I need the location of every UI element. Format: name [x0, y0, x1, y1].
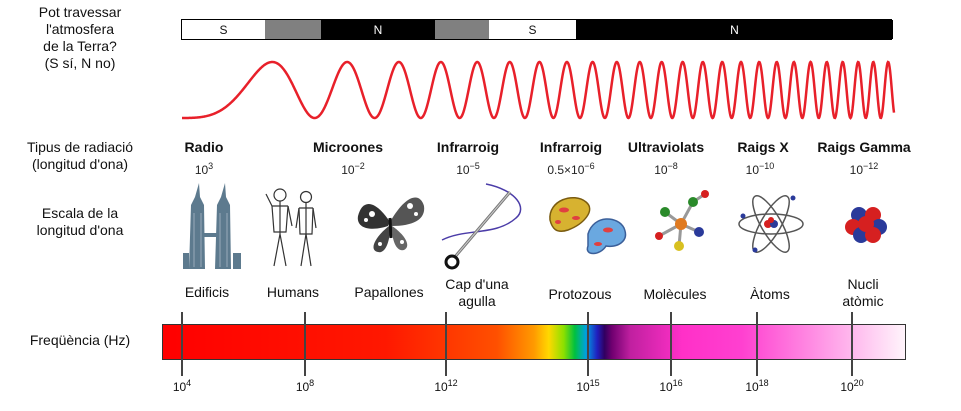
wavelength-exponent: −8 [667, 161, 678, 171]
tick-line [304, 312, 306, 376]
frequency-base: 10 [295, 380, 310, 394]
atom-icon [738, 195, 804, 253]
radiation-type-label: Tipus de radiació (longitud d'ona) [26, 139, 134, 172]
object-label-atoms: Àtoms [750, 286, 790, 302]
band-name-xrays: Raigs X [737, 139, 789, 155]
frequency-base: 10 [659, 380, 673, 394]
wavelength-exponent: −6 [584, 161, 595, 171]
frequency-exponent: 18 [758, 378, 769, 388]
wavelength-infrared-2: 0.5×10−6 [516, 161, 626, 177]
frequency-tick-label: 1015 [558, 378, 618, 394]
tick-line [756, 312, 758, 376]
wave-graphic [182, 60, 896, 120]
frequency-base: 10 [576, 380, 590, 394]
wavelength-base: 10 [654, 163, 668, 177]
humans-icon [265, 188, 317, 267]
object-label-protozoa: Protozous [548, 286, 612, 302]
wavelength-microwave: 10−2 [298, 161, 408, 177]
object-label-humans: Humans [266, 284, 320, 300]
object-label-needle: Cap d'una agulla [445, 276, 509, 309]
frequency-exponent: 4 [186, 378, 192, 388]
wavelength-exponent: −2 [354, 161, 365, 171]
atmosphere-segment: N [576, 20, 893, 39]
frequency-exponent: 8 [309, 378, 315, 388]
wavelength-base: 10 [745, 163, 760, 177]
frequency-label: Freqüència (Hz) [29, 332, 131, 348]
frequency-tick-label: 1012 [416, 378, 476, 394]
atmosphere-segment: S [182, 20, 265, 39]
wavelength-radio: 103 [149, 161, 259, 177]
frequency-base: 10 [745, 380, 759, 394]
frequency-tick-label: 1020 [822, 378, 882, 394]
molecule-icon [655, 190, 709, 251]
band-name-infrared-2: Infrarroig [539, 139, 603, 155]
atmosphere-segment-label: N [373, 22, 383, 37]
wavelength-scale-label: Escala de la longitud d'ona [36, 205, 124, 238]
tick-line [181, 312, 183, 376]
wavelength-ultraviolet: 10−8 [611, 161, 721, 177]
frequency-tick-label: 1016 [641, 378, 701, 394]
wavelength-exponent: −12 [863, 161, 879, 171]
band-name-microwave: Microones [312, 139, 383, 155]
frequency-exponent: 15 [589, 378, 600, 388]
frequency-base: 10 [840, 380, 854, 394]
butterfly-icon [357, 197, 425, 253]
wavelength-xrays: 10−10 [705, 161, 815, 177]
tick-line [851, 312, 853, 376]
wavelength-base: 10 [341, 163, 355, 177]
object-label-nucleus: Nucli atòmic [842, 276, 884, 309]
wavelength-base: 10 [194, 163, 209, 177]
object-label-butterflies-visible: Papallones [354, 284, 424, 300]
wavelength-base: 0.5×10 [547, 163, 585, 177]
atmosphere-segment [435, 20, 489, 39]
frequency-tick-label: 104 [152, 378, 212, 394]
frequency-exponent: 16 [672, 378, 683, 388]
tick-line [670, 312, 672, 376]
atmosphere-segment-label: S [528, 22, 537, 37]
needle-icon [441, 183, 522, 270]
band-name-radio: Radio [184, 139, 224, 155]
tick-line [587, 312, 589, 376]
frequency-spectrum-bar [162, 324, 906, 360]
atmosphere-segment: N [321, 20, 435, 39]
frequency-tick-label: 108 [275, 378, 335, 394]
frequency-tick-label: 1018 [727, 378, 787, 394]
wavelength-base: 10 [849, 163, 864, 177]
wavelength-base: 10 [456, 163, 470, 177]
frequency-exponent: 20 [853, 378, 864, 388]
frequency-exponent: 12 [447, 378, 458, 388]
frequency-base: 10 [172, 380, 187, 394]
atmosphere-label: Pot travessar l'atmosfera de la Terra? (… [38, 4, 122, 71]
frequency-base: 10 [434, 380, 448, 394]
atmosphere-bar: S N S N [181, 19, 893, 40]
band-name-infrared-1: Infrarroig [436, 139, 500, 155]
wavelength-gamma: 10−12 [809, 161, 919, 177]
tick-line [445, 312, 447, 376]
atmosphere-segment: S [489, 20, 576, 39]
nucleus-icon [845, 207, 887, 243]
wavelength-exponent: −10 [759, 161, 775, 171]
wavelength-exponent: −5 [469, 161, 480, 171]
object-label-buildings: Edificis [184, 284, 230, 300]
buildings-icon [183, 183, 241, 269]
protozoa-icon [549, 197, 627, 255]
atmosphere-segment [265, 20, 321, 39]
object-label-molecules: Molècules [643, 286, 707, 302]
wavelength-exponent: 3 [208, 161, 214, 171]
atmosphere-segment-label: S [219, 22, 228, 37]
band-name-ultraviolet: Ultraviolats [627, 139, 705, 155]
band-name-gamma: Raigs Gamma [817, 139, 911, 155]
wave-line [182, 60, 896, 120]
wavelength-infrared-1: 10−5 [413, 161, 523, 177]
atmosphere-segment-label: N [730, 22, 739, 37]
